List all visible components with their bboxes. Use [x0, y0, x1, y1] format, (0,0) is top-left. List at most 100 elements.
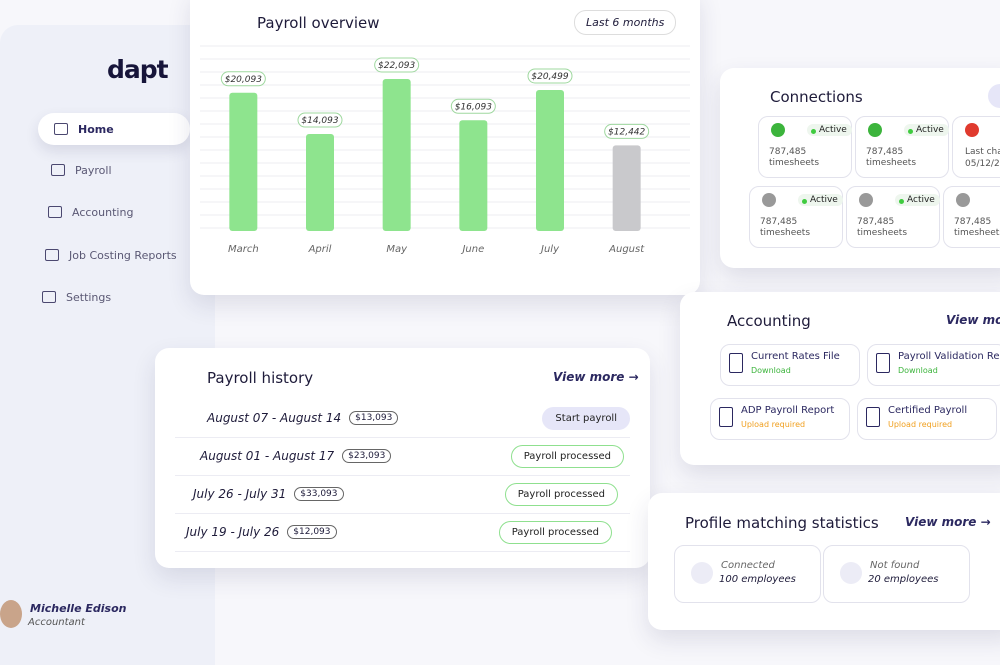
file-icon — [876, 353, 890, 373]
nav-item[interactable]: Payroll — [35, 154, 187, 186]
amount: $13,093 — [349, 411, 399, 425]
value-label: $20,093 — [225, 75, 262, 85]
period: August 07 - August 14 — [207, 411, 342, 425]
bar-chart: $20,093 March $14,093 April $22,093 May $16,09… — [200, 45, 690, 255]
status-badge: Active — [807, 124, 852, 136]
file-name: Current Rates File — [751, 351, 840, 362]
unit: timesheets — [866, 158, 917, 168]
bar — [382, 79, 411, 231]
amount: $23,093 — [342, 449, 392, 463]
nav-label: Home — [78, 122, 114, 136]
period: July 19 - July 26 — [186, 525, 280, 539]
bar — [536, 89, 564, 231]
file-icon — [729, 353, 743, 373]
value-label: $22,093 — [378, 61, 415, 71]
user-name: Michelle Edison — [30, 602, 127, 615]
history-row: July 19 - July 26 $12,093 Payroll processe… — [175, 513, 630, 552]
file-name: Certified Payroll — [888, 405, 968, 416]
nav-icon — [42, 291, 56, 303]
file-action: Upload required — [888, 420, 953, 429]
stat-tile: Not found 20 employees — [823, 545, 970, 603]
nav-item[interactable]: Job Costing Reports — [29, 239, 181, 271]
bar — [229, 92, 258, 232]
stat-value: 20 employees — [868, 574, 939, 585]
x-tick-label: July — [539, 244, 560, 255]
value-label: $12,442 — [608, 127, 645, 137]
file-tile[interactable]: Certified Payroll Upload required — [857, 398, 997, 440]
nav-icon — [54, 123, 68, 135]
connection-tile: Active 787,485 timesheets — [749, 186, 843, 248]
payroll-overview-card: Payroll overview Last 6 months $20,093 Ma… — [190, 0, 700, 295]
profile-matching-card: Profile matching statistics View more → … — [648, 493, 1000, 630]
integration-icon — [868, 123, 882, 137]
status-button[interactable]: Start payroll — [542, 406, 630, 430]
status-button[interactable]: Payroll processed — [504, 482, 618, 506]
value-label-bg — [374, 57, 420, 73]
file-action: Download — [898, 366, 938, 375]
integration-icon — [762, 193, 776, 207]
history-row: August 01 - August 17 $23,093 Payroll proc… — [175, 437, 630, 476]
pill — [988, 84, 1000, 108]
file-tile[interactable]: Payroll Validation Re... Download — [867, 344, 1000, 386]
stat-label: Connected — [721, 560, 775, 571]
stat-icon — [840, 562, 862, 584]
nav-item[interactable]: Accounting — [32, 196, 184, 228]
connection-tile: Active 787,485 timesheets — [846, 186, 940, 248]
amount: $33,093 — [294, 487, 344, 501]
view-more[interactable]: View more → — [553, 370, 639, 384]
card-title: Payroll history — [207, 369, 314, 387]
nav-label: Settings — [66, 290, 112, 304]
file-action: Upload required — [741, 420, 806, 429]
status-badge: Active — [904, 124, 949, 136]
payroll-history-card: Payroll history View more → August 07 - … — [155, 348, 650, 568]
count: 787,485 — [760, 217, 798, 227]
integration-icon — [859, 193, 873, 207]
status-button[interactable]: Payroll processed — [510, 444, 624, 468]
view-more[interactable]: View mor — [946, 313, 1000, 327]
x-tick-label: June — [460, 244, 484, 255]
card-title: Accounting — [727, 312, 811, 330]
count: 787,485 — [769, 147, 807, 157]
integration-icon — [965, 123, 979, 137]
value-label-bg — [604, 123, 650, 139]
nav-item[interactable]: Home — [38, 113, 190, 145]
stat-value: 100 employees — [719, 574, 796, 585]
card-title: Payroll overview — [257, 14, 380, 32]
accounting-card: Accounting View mor Current Rates File Do… — [680, 292, 1000, 465]
card-title: Profile matching statistics — [685, 514, 879, 532]
nav-item[interactable]: Settings — [26, 281, 178, 313]
file-tile[interactable]: ADP Payroll Report Upload required — [710, 398, 850, 440]
period-filter[interactable]: Last 6 months — [574, 10, 677, 35]
nav-label: Accounting — [72, 205, 134, 219]
value-label: $20,499 — [531, 72, 568, 82]
file-name: Payroll Validation Re... — [898, 351, 1000, 362]
view-more[interactable]: View more → — [905, 515, 991, 529]
connection-tile: Last cha 05/12/22 — [952, 116, 1000, 178]
amount: $12,093 — [287, 525, 337, 539]
stat-label: Not found — [870, 560, 920, 571]
nav-label: Payroll — [75, 163, 112, 177]
value-label-bg — [220, 71, 266, 87]
file-tile[interactable]: Current Rates File Download — [720, 344, 860, 386]
stat-tile: Connected 100 employees — [674, 545, 821, 603]
bar — [306, 134, 334, 231]
count: 787,485 — [857, 217, 895, 227]
bar — [612, 145, 641, 231]
user-role: Accountant — [28, 617, 85, 628]
unit: timesheets — [857, 228, 908, 238]
nav-icon — [51, 164, 65, 176]
value-label: $14,093 — [301, 116, 338, 126]
value-label: $16,093 — [455, 102, 492, 112]
integration-icon — [956, 193, 970, 207]
integration-icon — [771, 123, 785, 137]
value-label-bg — [297, 112, 343, 128]
count: 787,485 — [866, 147, 904, 157]
unit: timesheets — [954, 228, 1000, 238]
connection-tile: Active 787,485 timesheets — [855, 116, 949, 178]
nav-icon — [45, 249, 59, 261]
file-icon — [719, 407, 733, 427]
status-button[interactable]: Payroll processed — [498, 520, 612, 544]
status-badge: Active — [798, 194, 843, 206]
note: Last cha — [965, 147, 1000, 157]
